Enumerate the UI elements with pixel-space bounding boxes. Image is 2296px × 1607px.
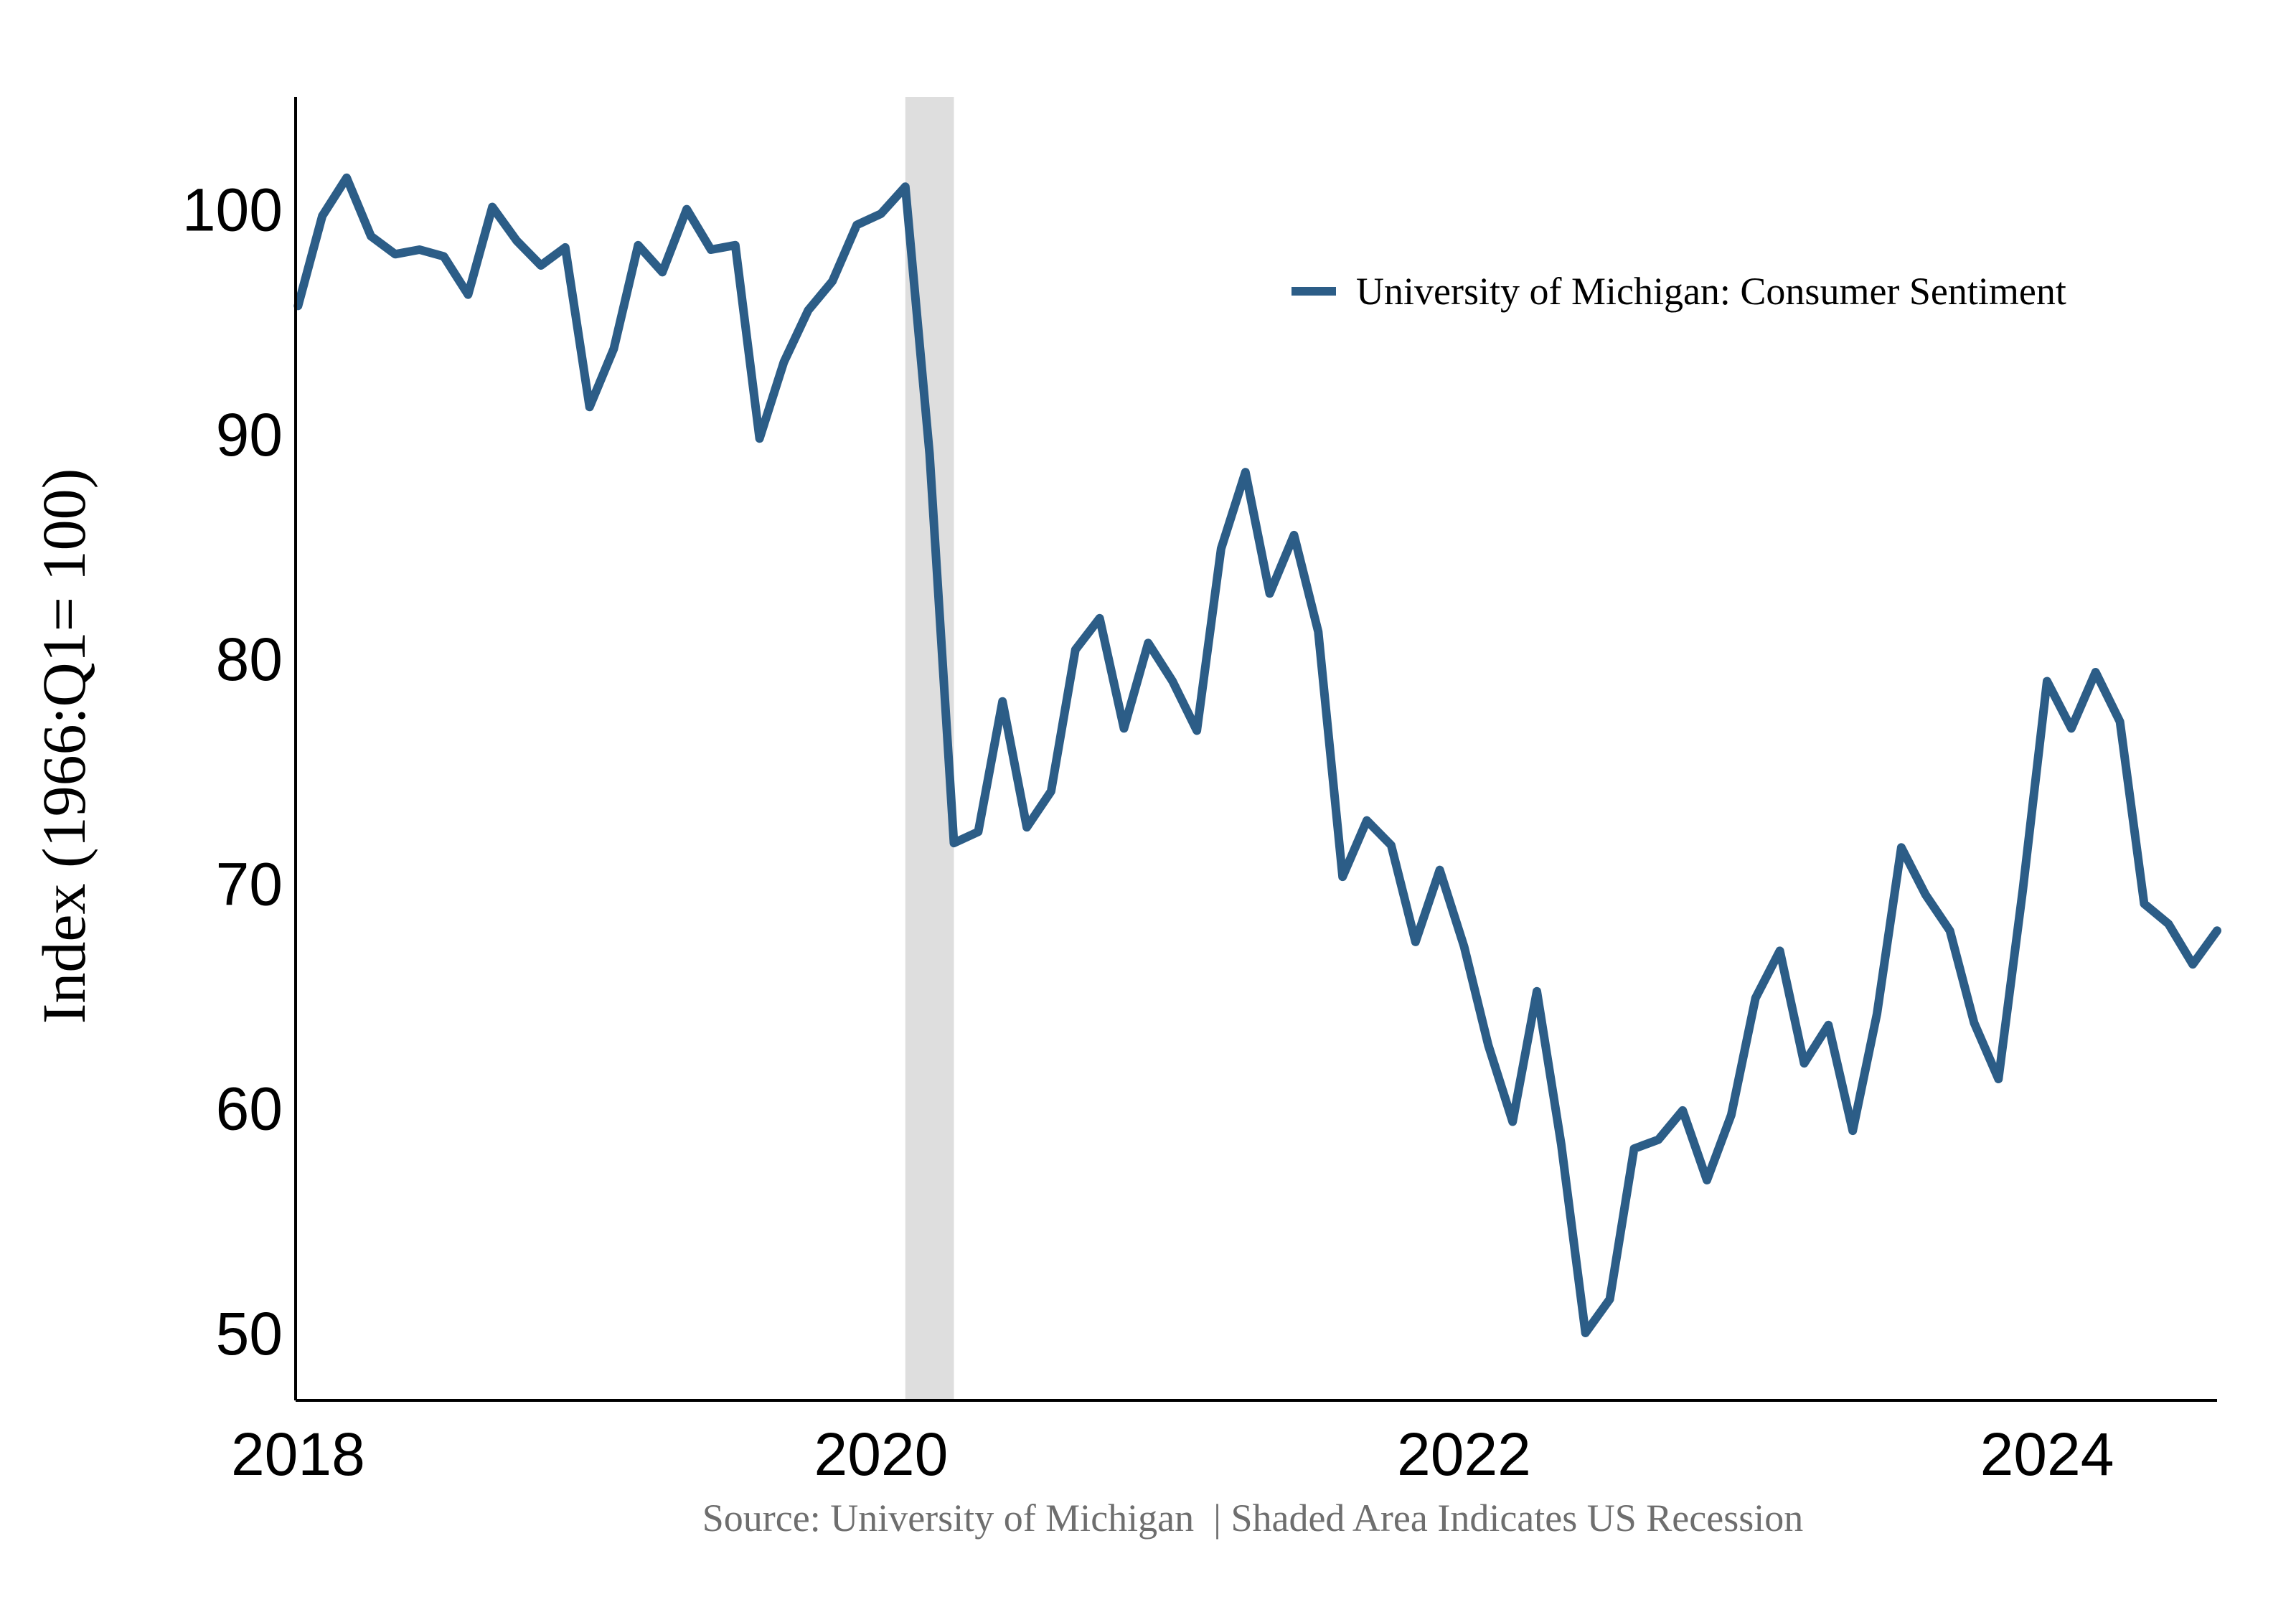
series-layer [293,173,2221,1337]
y-tick-label: 60 [216,1075,283,1143]
y-tick-label: 80 [216,626,283,693]
x-tick-labels: 2018 2020 2022 2024 [231,1420,2114,1488]
legend: University of Michigan: Consumer Sentime… [1292,270,2066,313]
x-tick-label: 2018 [231,1420,365,1488]
y-tick-labels: 50 60 70 80 90 100 [182,176,283,1367]
y-tick-label: 90 [216,401,283,468]
series-line [293,173,2221,1337]
y-tick-label: 70 [216,850,283,918]
legend-label: University of Michigan: Consumer Sentime… [1356,270,2066,313]
x-tick-label: 2024 [1980,1420,2114,1488]
x-tick-label: 2020 [814,1420,948,1488]
axes-layer [294,97,2217,1402]
y-tick-label: 100 [182,176,283,244]
x-tick-label: 2022 [1397,1420,1531,1488]
source-note: Source: University of Michigan | Shaded … [702,1497,1803,1540]
y-axis-title: Index (1966:Q1= 100) [29,468,98,1024]
y-tick-label: 50 [216,1300,283,1367]
